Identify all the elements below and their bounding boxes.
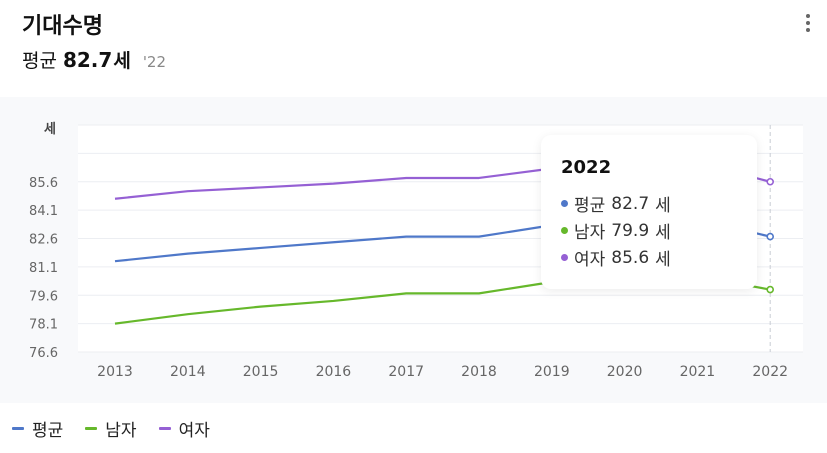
legend-item-avg[interactable]: 평균 bbox=[12, 416, 63, 441]
y-tick-label: 78.1 bbox=[29, 318, 58, 333]
x-tick-label: 2018 bbox=[461, 364, 497, 380]
x-tick-label: 2021 bbox=[680, 364, 716, 380]
tooltip-row-male: 남자 79.9 세 bbox=[561, 218, 671, 243]
summary-value: 82.7 bbox=[62, 48, 113, 72]
summary-unit: 세 bbox=[113, 50, 131, 72]
legend-label: 평균 bbox=[32, 421, 64, 441]
chart-tooltip: 2022 평균 82.7 세 남자 79.9 세 여자 85.6 세 bbox=[541, 135, 757, 289]
tooltip-row-avg: 평균 82.7 세 bbox=[561, 191, 671, 216]
y-tick-label: 84.1 bbox=[29, 204, 58, 219]
more-options-button[interactable] bbox=[805, 14, 811, 32]
y-tick-label: 79.6 bbox=[29, 289, 58, 304]
summary: 평균 82.7 세 '22 bbox=[22, 46, 166, 73]
tooltip-year: 2022 bbox=[561, 157, 612, 178]
x-tick-label: 2014 bbox=[170, 364, 206, 380]
x-tick-label: 2015 bbox=[243, 364, 279, 380]
more-vertical-icon-dot bbox=[806, 21, 810, 25]
tooltip-value: 79.9 bbox=[611, 220, 650, 241]
data-point bbox=[766, 232, 775, 241]
legend-swatch bbox=[85, 427, 98, 430]
series-dot bbox=[561, 227, 568, 234]
more-vertical-icon-dot bbox=[806, 28, 810, 32]
data-point bbox=[766, 285, 775, 294]
y-tick-label: 85.6 bbox=[29, 176, 58, 191]
tooltip-value: 82.7 bbox=[611, 193, 650, 214]
data-point bbox=[766, 177, 775, 186]
x-tick-label: 2019 bbox=[534, 364, 570, 380]
y-tick-label: 81.1 bbox=[29, 261, 58, 276]
tooltip-value: 85.6 bbox=[611, 247, 650, 268]
tooltip-row-female: 여자 85.6 세 bbox=[561, 245, 671, 270]
series-dot bbox=[561, 254, 568, 261]
legend-item-female[interactable]: 여자 bbox=[158, 416, 210, 441]
legend-swatch bbox=[158, 427, 171, 430]
x-tick-label: 2020 bbox=[607, 364, 643, 380]
legend-label: 여자 bbox=[178, 421, 210, 441]
y-axis-label: 세 bbox=[44, 122, 56, 137]
tooltip-unit: 세 bbox=[655, 223, 671, 243]
more-vertical-icon bbox=[806, 14, 810, 18]
legend-swatch bbox=[12, 427, 24, 430]
chart-legend: 평균 남자 여자 bbox=[12, 416, 210, 441]
tooltip-label: 남자 bbox=[574, 223, 606, 243]
tooltip-label: 평균 bbox=[574, 196, 606, 216]
tooltip-label: 여자 bbox=[574, 250, 606, 270]
x-tick-label: 2017 bbox=[388, 364, 424, 380]
summary-year: '22 bbox=[142, 53, 167, 71]
legend-item-male[interactable]: 남자 bbox=[85, 416, 137, 441]
series-dot bbox=[561, 200, 568, 207]
legend-label: 남자 bbox=[105, 421, 137, 441]
y-tick-label: 76.6 bbox=[29, 346, 58, 361]
x-tick-label: 2022 bbox=[752, 364, 788, 380]
summary-label: 평균 bbox=[22, 50, 57, 72]
x-tick-label: 2013 bbox=[97, 364, 133, 380]
page-title: 기대수명 bbox=[22, 14, 103, 39]
tooltip-unit: 세 bbox=[655, 196, 671, 216]
x-tick-label: 2016 bbox=[316, 364, 352, 380]
y-tick-label: 82.6 bbox=[29, 233, 58, 248]
tooltip-unit: 세 bbox=[655, 250, 671, 270]
